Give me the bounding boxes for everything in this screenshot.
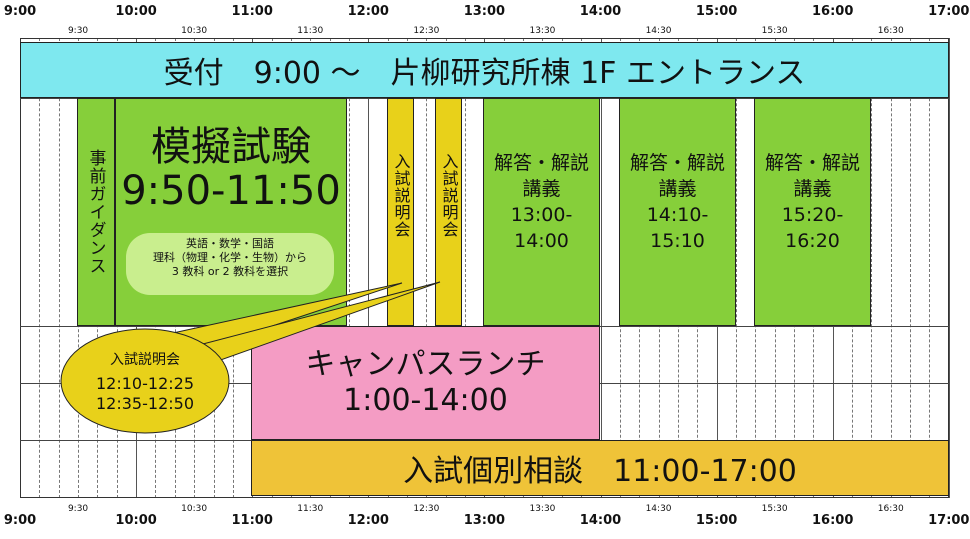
minute-gridline: [426, 38, 428, 498]
lecture-subtitle: 講義: [793, 178, 832, 200]
lecture-block-1: 解答・解説 講義 13:00-14:00: [483, 98, 600, 326]
hour-tick-label: 9:00: [3, 513, 37, 528]
reception-bar: 受付 9:00 ～ 片柳研究所棟 1F エントランス: [20, 42, 949, 98]
lecture-subtitle: 講義: [658, 178, 697, 200]
subjects-line: 3 教科 or 2 教科を選択: [171, 265, 289, 278]
lecture-title: 解答・解説: [764, 152, 860, 174]
half-hour-tick-label: 15:30: [761, 26, 788, 36]
hour-gridline: [368, 38, 370, 498]
hour-tick-label: 14:00: [579, 513, 622, 528]
half-hour-tick-label: 16:30: [877, 504, 904, 514]
lecture-time: 15:20-16:20: [781, 204, 844, 252]
half-hour-tick-label: 11:30: [297, 26, 324, 36]
hour-tick-label: 9:00: [3, 4, 37, 19]
callout-time: 12:10-12:25: [96, 374, 194, 393]
minute-gridline: [890, 38, 892, 498]
briefing-block-2: 入試説明会: [435, 98, 462, 326]
minute-gridline: [929, 38, 931, 498]
half-hour-tick-label: 11:30: [297, 504, 324, 514]
half-hour-tick-label: 14:30: [645, 26, 672, 36]
half-hour-tick-label: 10:30: [181, 26, 208, 36]
subjects-line: 英語・数学・国語: [186, 237, 274, 250]
hour-tick-label: 10:00: [115, 513, 157, 528]
minute-gridline: [735, 38, 737, 498]
half-hour-tick-label: 14:30: [645, 504, 672, 514]
briefing-label-2: 入試説明会: [439, 153, 459, 238]
briefing-label-1: 入試説明会: [391, 153, 411, 238]
minute-gridline: [348, 38, 350, 498]
hour-tick-label: 12:00: [347, 513, 389, 528]
briefing-block-1: 入試説明会: [387, 98, 414, 326]
pre-guidance-block: 事前ガイダンス: [77, 98, 115, 326]
reception-label: 受付 9:00 ～ 片柳研究所棟 1F エントランス: [163, 56, 806, 91]
half-hour-tick-label: 9:30: [67, 26, 89, 36]
hour-tick-label: 13:00: [463, 513, 506, 528]
hour-tick-label: 17:00: [928, 4, 970, 19]
half-hour-tick-label: 13:30: [529, 504, 556, 514]
mock-exam-time: 9:50-11:50: [121, 168, 341, 214]
callout-time: 12:35-12:50: [96, 394, 194, 413]
lecture-subtitle: 講義: [522, 178, 561, 200]
half-hour-tick-label: 9:30: [67, 504, 89, 514]
hour-tick-label: 16:00: [811, 513, 854, 528]
half-hour-tick-label: 15:30: [761, 504, 788, 514]
hour-gridline: [948, 38, 950, 498]
minute-gridline: [465, 38, 467, 498]
hour-tick-label: 11:00: [231, 513, 273, 528]
consultation-label: 入試個別相談 11:00-17:00: [403, 454, 797, 489]
hour-tick-label: 17:00: [928, 513, 970, 528]
subjects-bubble: 英語・数学・国語 理科（物理・化学・生物）から 3 教科 or 2 教科を選択: [126, 233, 334, 295]
lecture-time: 14:10-15:10: [646, 204, 709, 252]
lecture-block-3: 解答・解説 講義 15:20-16:20: [754, 98, 871, 326]
hour-gridline: [600, 38, 602, 498]
callout-text: 入試説明会 12:10-12:25 12:35-12:50: [70, 350, 220, 414]
half-hour-tick-label: 13:30: [529, 26, 556, 36]
half-hour-tick-label: 10:30: [181, 504, 208, 514]
half-hour-tick-label: 12:30: [413, 26, 440, 36]
minute-gridline: [58, 38, 60, 498]
hour-tick-label: 11:00: [231, 4, 273, 19]
timetable-frame: [20, 38, 949, 498]
pre-guidance-label: 事前ガイダンス: [85, 149, 106, 275]
consultation-bar: 入試個別相談 11:00-17:00: [251, 440, 949, 496]
minute-gridline: [910, 38, 912, 498]
callout-ellipse: [60, 328, 230, 434]
hour-tick-label: 12:00: [347, 4, 389, 19]
lecture-block-2: 解答・解説 講義 14:10-15:10: [619, 98, 736, 326]
hour-tick-label: 14:00: [579, 4, 622, 19]
hour-tick-label: 15:00: [695, 513, 738, 528]
callout-title: 入試説明会: [110, 352, 180, 368]
half-hour-tick-label: 16:30: [877, 26, 904, 36]
lecture-time: 13:00-14:00: [510, 204, 573, 252]
hour-tick-label: 16:00: [811, 4, 854, 19]
hour-tick-label: 10:00: [115, 4, 157, 19]
campus-lunch-time: 1:00-14:00: [343, 383, 508, 418]
campus-lunch-block: キャンパスランチ 1:00-14:00: [251, 326, 600, 440]
minute-gridline: [871, 38, 873, 498]
mock-exam-title: 模擬試験: [151, 124, 311, 170]
hour-tick-label: 13:00: [463, 4, 506, 19]
hour-tick-label: 15:00: [695, 4, 738, 19]
campus-lunch-title: キャンパスランチ: [305, 347, 546, 382]
half-hour-tick-label: 12:30: [413, 504, 440, 514]
minute-gridline: [39, 38, 41, 498]
lecture-title: 解答・解説: [629, 152, 725, 174]
lecture-title: 解答・解説: [493, 152, 589, 174]
subjects-line: 理科（物理・化学・生物）から: [153, 251, 307, 264]
